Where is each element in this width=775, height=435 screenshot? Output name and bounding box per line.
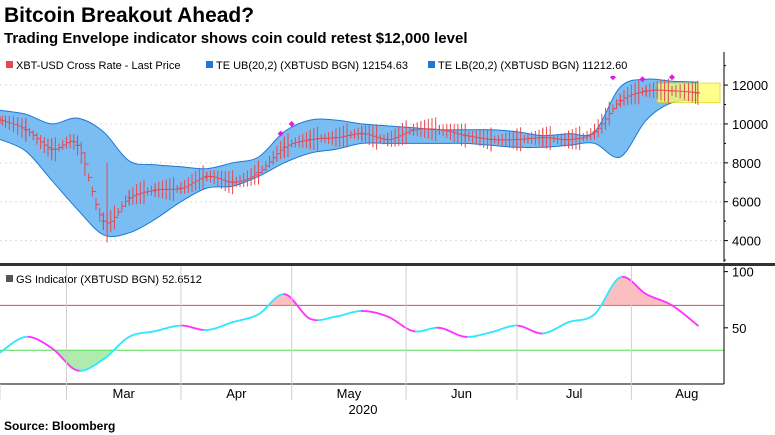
x-year-label: 2020 [349, 402, 378, 417]
gs-y-tick-label: 100 [732, 265, 754, 280]
gs-y-tick-label: 50 [732, 321, 746, 336]
x-tick-label: Jul [566, 386, 583, 401]
gs-indicator-segment [603, 293, 609, 300]
gs-legend-background [4, 270, 250, 288]
gs-indicator-panel: 50 100 GS Indicator (XBTUSD BGN) 52.6512 [0, 265, 754, 384]
x-tick-label: Mar [112, 386, 135, 401]
signal-marker [277, 130, 284, 137]
legend-label: TE LB(20,2) (XBTUSD BGN) 11212.60 [438, 60, 627, 72]
price-series [0, 78, 700, 243]
overbought-fill [268, 294, 298, 306]
gs-legend-label: GS Indicator (XBTUSD BGN) 52.6512 [16, 274, 202, 286]
price-y-tick-label: 10000 [732, 117, 768, 132]
price-y-tick-label: 12000 [732, 78, 768, 93]
signal-marker [669, 74, 675, 81]
gs-legend-swatch [6, 275, 13, 282]
signal-marker [639, 76, 646, 83]
price-panel: 4000 6000 8000 10000 12000 XBT-USD Cross Rate… [0, 52, 775, 266]
te-lower-band-line [0, 99, 698, 238]
price-y-tick-label: 6000 [732, 195, 761, 210]
oversold-fill [56, 350, 114, 371]
signal-marker [288, 120, 295, 127]
chart-title: Bitcoin Breakout Ahead? [4, 4, 255, 27]
x-tick-label: Aug [675, 386, 698, 401]
legend-label: XBT-USD Cross Rate - Last Price [16, 60, 180, 72]
panel-divider [0, 263, 775, 266]
trading-envelope-band [0, 78, 698, 237]
x-tick-label: Jun [451, 386, 472, 401]
legend-swatch [6, 61, 13, 68]
chart-subtitle: Trading Envelope indicator shows coin co… [4, 30, 468, 47]
legend-label: TE UB(20,2) (XBTUSD BGN) 12154.63 [216, 60, 408, 72]
source-note: Source: Bloomberg [4, 419, 116, 433]
legend-swatch [206, 61, 213, 68]
x-tick-label: Apr [226, 386, 247, 401]
legend-background [4, 56, 644, 76]
price-y-tick-label: 4000 [732, 234, 761, 249]
legend-swatch [428, 61, 435, 68]
price-y-tick-label: 8000 [732, 156, 761, 171]
x-tick-label: May [337, 386, 362, 401]
overbought-fill [602, 276, 670, 306]
price-legend: XBT-USD Cross Rate - Last Price TE UB(20,… [4, 56, 644, 76]
x-axis: Mar Apr May Jun Jul Aug 2020 [0, 266, 724, 417]
te-upper-band-line [0, 78, 698, 170]
